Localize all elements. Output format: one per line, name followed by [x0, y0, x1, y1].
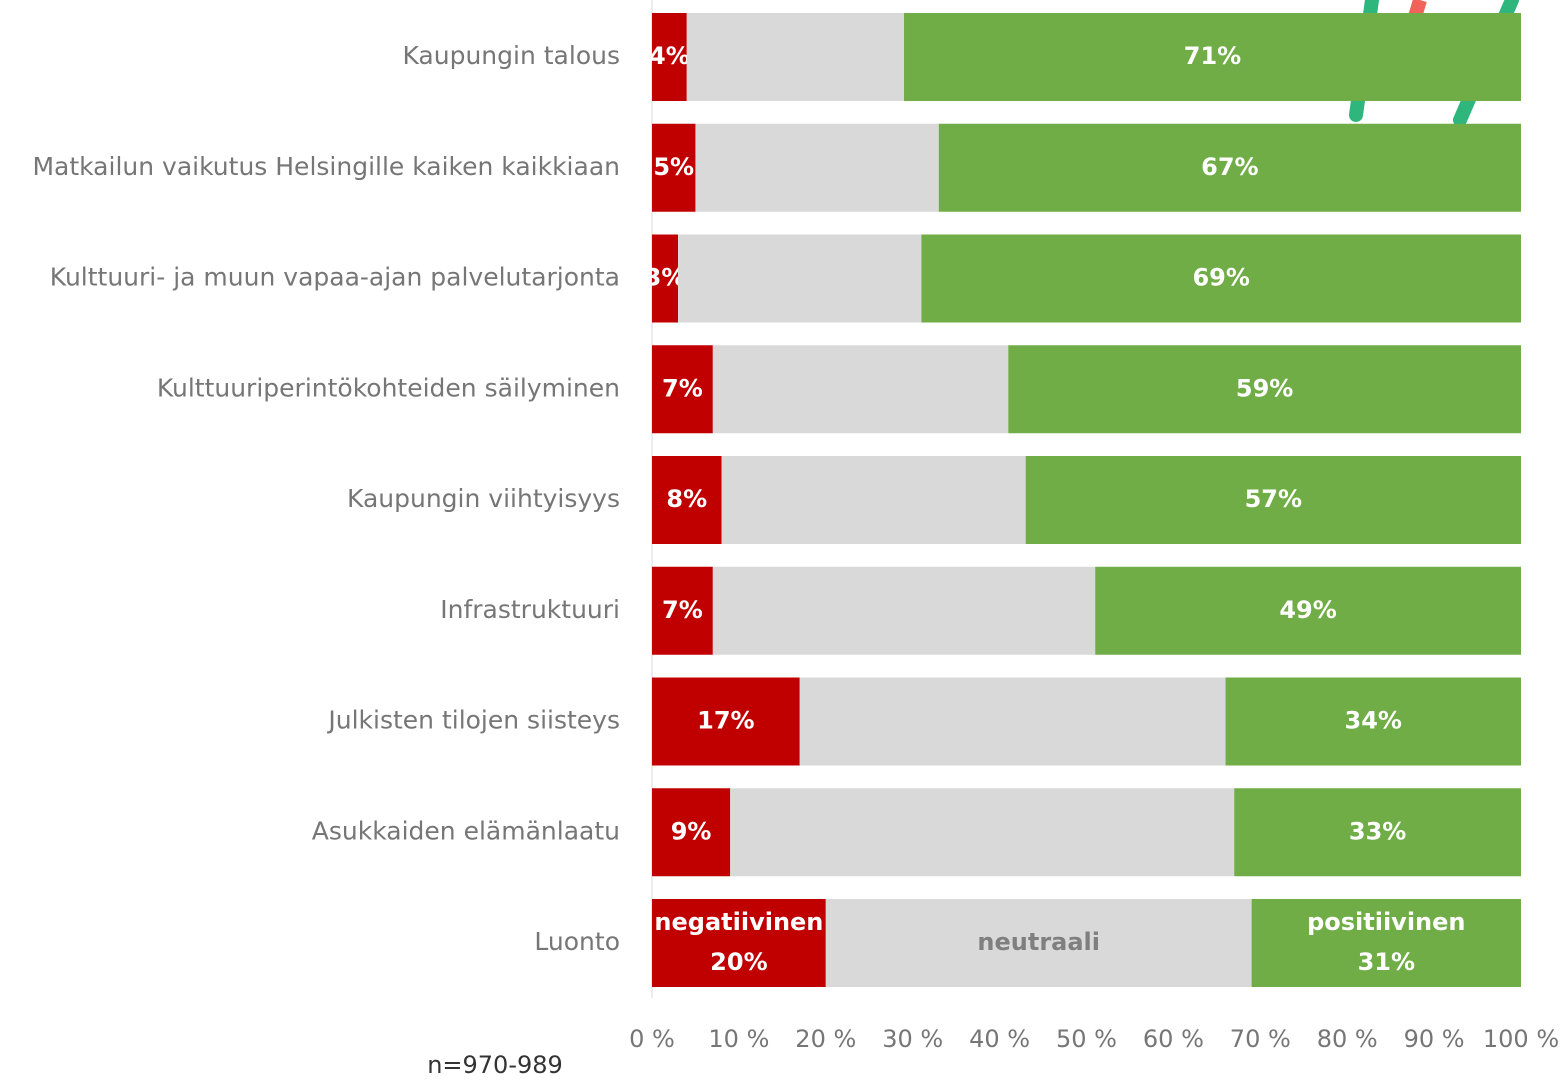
value-label: 9%	[671, 817, 712, 845]
bar-segment	[678, 234, 922, 323]
bar-segment	[1225, 677, 1521, 766]
category-label: Luonto	[534, 927, 620, 956]
bar-segment	[652, 899, 826, 987]
bar-segment	[825, 899, 1252, 987]
bar-segment	[921, 234, 1521, 323]
value-label: 31%	[1358, 948, 1415, 976]
bar-segment	[652, 13, 687, 101]
category-label: Kulttuuriperintökohteiden säilyminen	[157, 373, 620, 402]
x-tick-label: 80 %	[1317, 1025, 1378, 1053]
category-label: Matkailun vaikutus Helsingille kaiken ka…	[32, 152, 620, 181]
value-label: 17%	[697, 707, 754, 735]
bar-segment	[712, 345, 1009, 434]
value-label: 59%	[1236, 374, 1293, 402]
bar-segment	[652, 345, 713, 434]
value-label: 20%	[710, 948, 767, 976]
bar-segment	[1234, 788, 1521, 877]
bar-segment	[730, 788, 1235, 877]
value-label: 69%	[1192, 264, 1249, 292]
bar-segment	[652, 566, 713, 655]
x-tick-label: 70 %	[1230, 1025, 1291, 1053]
value-label: 34%	[1345, 707, 1402, 735]
x-tick-label: 90 %	[1404, 1025, 1465, 1053]
value-label: 7%	[662, 596, 703, 624]
value-label: 8%	[666, 485, 707, 513]
x-tick-label: 60 %	[1143, 1025, 1204, 1053]
bar-segment	[721, 456, 1026, 544]
bar-segment	[1251, 899, 1521, 987]
bar-segment	[1008, 345, 1521, 434]
x-tick-label: 30 %	[882, 1025, 943, 1053]
bar-segment	[652, 123, 696, 212]
bar-segment	[695, 123, 939, 212]
category-label: Julkisten tilojen siisteys	[326, 706, 620, 735]
category-label: Asukkaiden elämänlaatu	[312, 816, 620, 845]
value-label: 7%	[662, 374, 703, 402]
value-label: 49%	[1279, 596, 1336, 624]
category-label: Kaupungin viihtyisyys	[347, 484, 620, 513]
bar-segment	[686, 13, 905, 101]
segment-name: neutraali	[977, 928, 1100, 956]
value-label: 67%	[1201, 153, 1258, 181]
value-label: 5%	[653, 153, 694, 181]
x-tick-label: 40 %	[969, 1025, 1030, 1053]
bar-segment	[1025, 456, 1521, 544]
note: n=970-989	[427, 1051, 563, 1079]
bar-segment	[652, 456, 722, 544]
bar-segment	[904, 13, 1521, 101]
value-label: 33%	[1349, 817, 1406, 845]
bar-segment	[799, 677, 1226, 766]
value-label: 71%	[1184, 42, 1241, 70]
bar-segment	[652, 788, 731, 877]
bar-segment	[712, 566, 1096, 655]
x-tick-label: 20 %	[795, 1025, 856, 1053]
category-label: Kulttuuri- ja muun vapaa-ajan palvelutar…	[50, 263, 620, 292]
bar-segment	[938, 123, 1521, 212]
x-tick-label: 0 %	[629, 1025, 675, 1053]
value-label: 57%	[1245, 485, 1302, 513]
x-tick-label: 50 %	[1056, 1025, 1117, 1053]
bar-segment	[1095, 566, 1521, 655]
bar-segment	[652, 677, 800, 766]
x-tick-label: 10 %	[708, 1025, 769, 1053]
value-label: 4%	[649, 42, 690, 70]
category-label: Infrastruktuuri	[440, 595, 620, 624]
bar-segment	[652, 234, 679, 323]
segment-name: negatiivinen	[654, 908, 823, 936]
x-tick-label: 100 %	[1483, 1025, 1559, 1053]
category-label: Kaupungin talous	[402, 41, 620, 70]
segment-name: positiivinen	[1307, 908, 1465, 936]
